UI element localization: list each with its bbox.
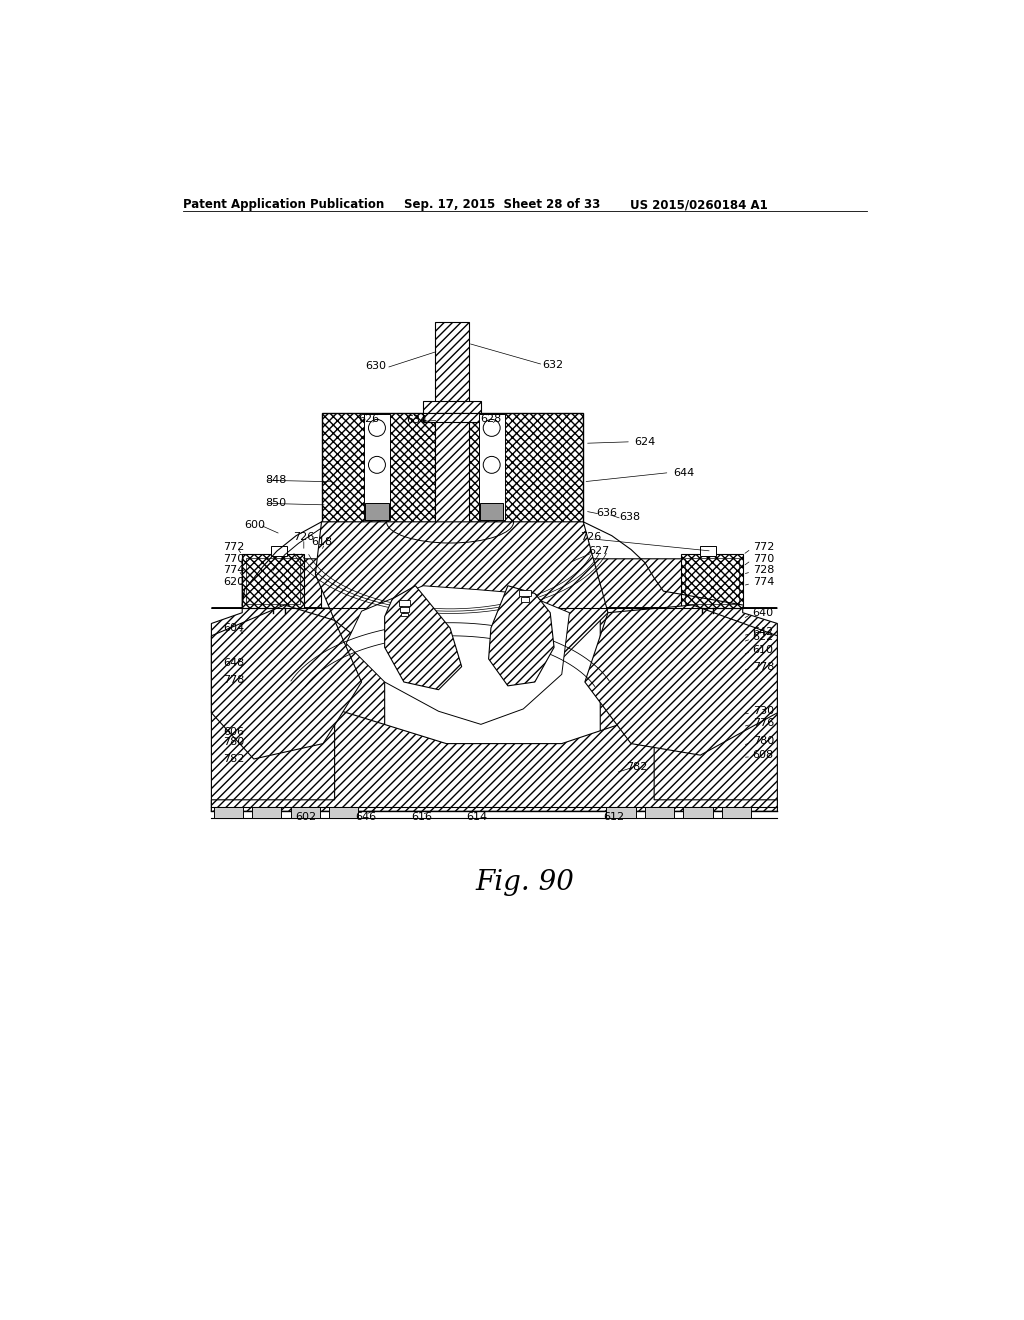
Text: Fig. 90: Fig. 90 bbox=[475, 869, 574, 896]
Bar bbox=[480, 503, 503, 520]
Text: 634: 634 bbox=[407, 416, 428, 425]
Text: 638: 638 bbox=[618, 512, 640, 523]
Polygon shape bbox=[315, 521, 608, 713]
Text: 780: 780 bbox=[753, 737, 774, 746]
Bar bbox=[270, 546, 287, 556]
Polygon shape bbox=[584, 558, 777, 812]
Bar bbox=[681, 554, 742, 609]
Text: 632: 632 bbox=[542, 360, 563, 370]
Text: 608: 608 bbox=[753, 750, 774, 760]
Text: 630: 630 bbox=[365, 362, 386, 371]
Text: 782: 782 bbox=[627, 762, 648, 772]
Bar bbox=[435, 322, 469, 405]
Text: 850: 850 bbox=[265, 499, 287, 508]
Text: 627: 627 bbox=[588, 546, 609, 556]
Bar bbox=[243, 554, 304, 609]
Text: 726: 726 bbox=[293, 532, 314, 543]
Bar bbox=[685, 558, 739, 605]
Text: 648: 648 bbox=[223, 657, 244, 668]
Text: 778: 778 bbox=[223, 676, 245, 685]
Bar bbox=[322, 413, 584, 521]
Text: 602: 602 bbox=[296, 812, 316, 822]
Text: 620: 620 bbox=[223, 577, 244, 587]
Circle shape bbox=[369, 420, 385, 437]
Text: 600: 600 bbox=[245, 520, 265, 529]
Polygon shape bbox=[211, 558, 385, 812]
Text: 616: 616 bbox=[411, 812, 432, 822]
Text: 644: 644 bbox=[673, 467, 694, 478]
Bar bbox=[683, 807, 713, 817]
Text: 636: 636 bbox=[596, 508, 616, 517]
Bar bbox=[645, 807, 674, 817]
Polygon shape bbox=[211, 605, 361, 759]
Bar bbox=[423, 412, 481, 422]
Text: 606: 606 bbox=[223, 727, 244, 737]
Text: 640: 640 bbox=[753, 607, 774, 618]
Text: 628: 628 bbox=[480, 413, 502, 424]
Text: Sep. 17, 2015  Sheet 28 of 33: Sep. 17, 2015 Sheet 28 of 33 bbox=[403, 198, 600, 211]
Bar bbox=[398, 599, 410, 606]
Polygon shape bbox=[585, 605, 777, 755]
Text: 614: 614 bbox=[467, 812, 487, 822]
Text: 774: 774 bbox=[223, 565, 245, 576]
Bar bbox=[423, 401, 481, 412]
Bar bbox=[330, 807, 358, 817]
Text: 604: 604 bbox=[223, 623, 244, 634]
Text: 774: 774 bbox=[753, 577, 774, 587]
Bar bbox=[519, 590, 531, 595]
Text: 730: 730 bbox=[753, 706, 774, 717]
Bar bbox=[214, 807, 243, 817]
Text: 848: 848 bbox=[265, 475, 287, 486]
Bar bbox=[400, 612, 408, 615]
Text: 772: 772 bbox=[223, 543, 245, 552]
Text: US 2015/0260184 A1: US 2015/0260184 A1 bbox=[630, 198, 767, 211]
Polygon shape bbox=[488, 586, 554, 686]
Text: 772: 772 bbox=[753, 543, 774, 552]
Polygon shape bbox=[211, 709, 777, 812]
Bar bbox=[364, 414, 390, 520]
Circle shape bbox=[483, 457, 500, 474]
Text: 770: 770 bbox=[753, 554, 774, 564]
Text: 622: 622 bbox=[753, 632, 774, 643]
Text: 776: 776 bbox=[753, 718, 774, 727]
Text: 612: 612 bbox=[603, 812, 625, 822]
Text: 726: 726 bbox=[581, 532, 602, 543]
Circle shape bbox=[483, 420, 500, 437]
Bar bbox=[291, 807, 319, 817]
Bar bbox=[722, 807, 752, 817]
Bar bbox=[400, 607, 409, 612]
Text: Patent Application Publication: Patent Application Publication bbox=[183, 198, 384, 211]
Text: 626: 626 bbox=[358, 413, 380, 424]
Text: 778: 778 bbox=[753, 661, 774, 672]
Text: 646: 646 bbox=[355, 812, 376, 822]
Bar bbox=[252, 807, 282, 817]
Bar bbox=[366, 503, 388, 520]
Bar bbox=[699, 546, 716, 556]
Text: 782: 782 bbox=[223, 754, 245, 764]
Polygon shape bbox=[346, 586, 569, 725]
Text: 642: 642 bbox=[753, 627, 774, 638]
Text: 770: 770 bbox=[223, 554, 244, 564]
Bar bbox=[606, 807, 636, 817]
Bar bbox=[478, 414, 505, 520]
Bar bbox=[521, 597, 529, 602]
Text: 624: 624 bbox=[634, 437, 655, 446]
Text: 610: 610 bbox=[753, 644, 774, 655]
Bar bbox=[246, 558, 300, 605]
Text: 728: 728 bbox=[753, 565, 774, 576]
Text: 618: 618 bbox=[311, 537, 332, 546]
Text: 780: 780 bbox=[223, 737, 244, 747]
Circle shape bbox=[369, 457, 385, 474]
Bar bbox=[435, 413, 469, 521]
Polygon shape bbox=[385, 586, 462, 689]
